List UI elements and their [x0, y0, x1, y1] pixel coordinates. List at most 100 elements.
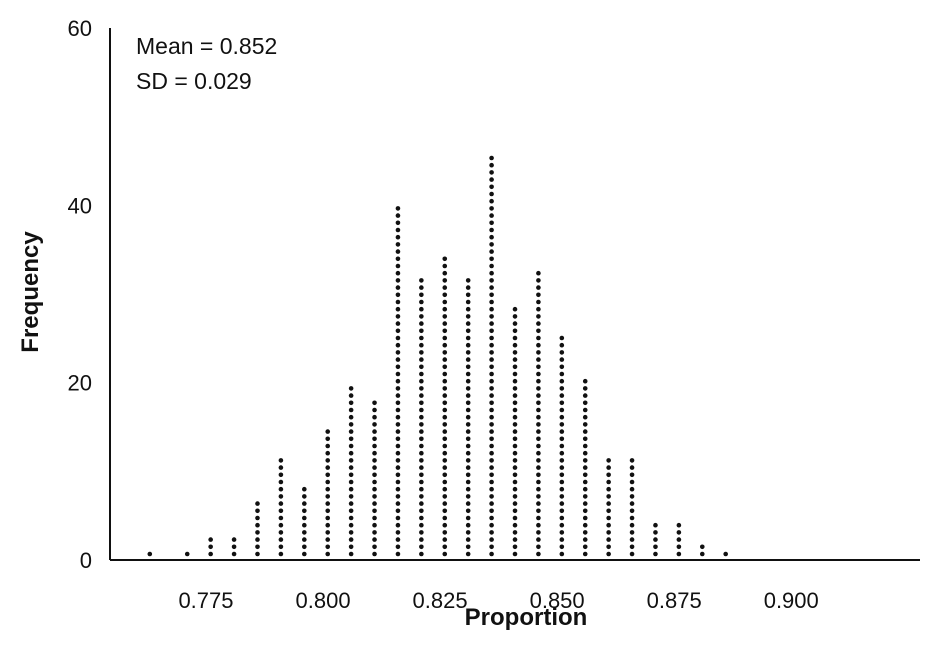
- data-dot: [582, 530, 588, 535]
- data-dot: [465, 544, 471, 550]
- dot-column: [231, 537, 237, 557]
- data-dot: [606, 479, 611, 485]
- data-dot: [489, 321, 494, 326]
- data-dot: [419, 285, 424, 290]
- data-dot: [278, 551, 284, 557]
- data-dot: [419, 551, 424, 557]
- x-tick-labels: 0.775 0.800 0.825 0.850 0.875 0.900: [178, 588, 818, 613]
- data-dot: [536, 314, 541, 319]
- data-dot: [582, 393, 588, 398]
- y-axis-title: Frequency: [17, 231, 44, 353]
- x-tick-label: 0.850: [530, 588, 585, 613]
- data-dot: [489, 213, 494, 218]
- dot-column: [699, 544, 705, 557]
- data-dot: [489, 393, 494, 398]
- data-dot: [489, 450, 494, 456]
- data-dot: [395, 378, 401, 384]
- data-dot: [372, 436, 377, 442]
- data-dot: [489, 530, 494, 535]
- data-dot: [395, 299, 401, 305]
- data-dot: [147, 551, 153, 557]
- data-dot: [559, 400, 565, 406]
- data-dot: [372, 479, 377, 485]
- data-dot: [536, 551, 541, 557]
- data-dot: [512, 400, 518, 406]
- data-dot: [395, 234, 401, 240]
- data-dot: [512, 450, 518, 456]
- data-dot: [489, 544, 494, 550]
- data-dot: [559, 386, 565, 391]
- data-dot: [582, 551, 588, 557]
- data-dot: [348, 400, 354, 406]
- data-dot: [348, 386, 354, 391]
- data-dot: [536, 494, 541, 499]
- data-dot: [465, 386, 471, 391]
- x-tick-label: 0.825: [413, 588, 468, 613]
- data-dot: [536, 306, 541, 312]
- data-dot: [395, 501, 401, 506]
- data-dot: [395, 285, 401, 290]
- data-dot: [325, 465, 331, 470]
- data-dot: [536, 270, 541, 276]
- data-dot: [536, 522, 541, 528]
- data-dot: [512, 436, 518, 442]
- y-tick-label: 0: [80, 548, 92, 573]
- data-dot: [606, 472, 611, 478]
- data-dot: [606, 486, 611, 492]
- data-dot: [465, 407, 471, 413]
- data-dot: [419, 278, 424, 283]
- data-dot: [489, 378, 494, 384]
- data-dot: [559, 515, 565, 521]
- data-dot: [536, 443, 541, 449]
- data-dot: [559, 429, 565, 434]
- data-dot: [348, 422, 354, 427]
- data-dot: [489, 458, 494, 463]
- data-dot: [419, 537, 424, 542]
- data-dot: [536, 422, 541, 427]
- data-dot: [465, 537, 471, 542]
- data-dot: [489, 285, 494, 290]
- data-dot: [325, 508, 331, 514]
- data-dot: [606, 494, 611, 499]
- data-dot: [489, 220, 494, 226]
- data-dot: [536, 450, 541, 456]
- data-dot: [348, 414, 354, 420]
- data-dot: [582, 515, 588, 521]
- data-dot: [629, 508, 635, 514]
- data-dot: [442, 436, 448, 442]
- data-dot: [372, 486, 377, 492]
- data-dot: [465, 429, 471, 434]
- data-dot: [489, 177, 494, 182]
- data-dot: [512, 422, 518, 427]
- data-dot: [372, 515, 377, 521]
- data-dot: [278, 472, 284, 478]
- data-dot: [512, 378, 518, 384]
- data-dot: [395, 321, 401, 326]
- data-dot: [465, 364, 471, 370]
- data-dot: [302, 530, 307, 535]
- data-dot: [442, 537, 448, 542]
- data-dot: [536, 321, 541, 326]
- data-dot: [606, 465, 611, 470]
- data-dot: [325, 515, 331, 521]
- data-dot: [512, 393, 518, 398]
- data-dot: [512, 465, 518, 470]
- data-dot: [582, 544, 588, 550]
- data-dot: [653, 537, 658, 542]
- dot-column: [147, 551, 153, 557]
- data-dot: [489, 522, 494, 528]
- data-dot: [442, 494, 448, 499]
- data-dot: [372, 537, 377, 542]
- data-dot: [372, 400, 377, 406]
- data-dot: [419, 386, 424, 391]
- data-dot: [536, 530, 541, 535]
- data-dot: [395, 263, 401, 269]
- data-dot: [395, 400, 401, 406]
- data-dot: [325, 443, 331, 449]
- data-dot: [442, 371, 448, 377]
- data-dot: [536, 378, 541, 384]
- data-dot: [559, 472, 565, 478]
- dot-column: [419, 278, 424, 557]
- data-dot: [419, 422, 424, 427]
- data-dot: [536, 429, 541, 434]
